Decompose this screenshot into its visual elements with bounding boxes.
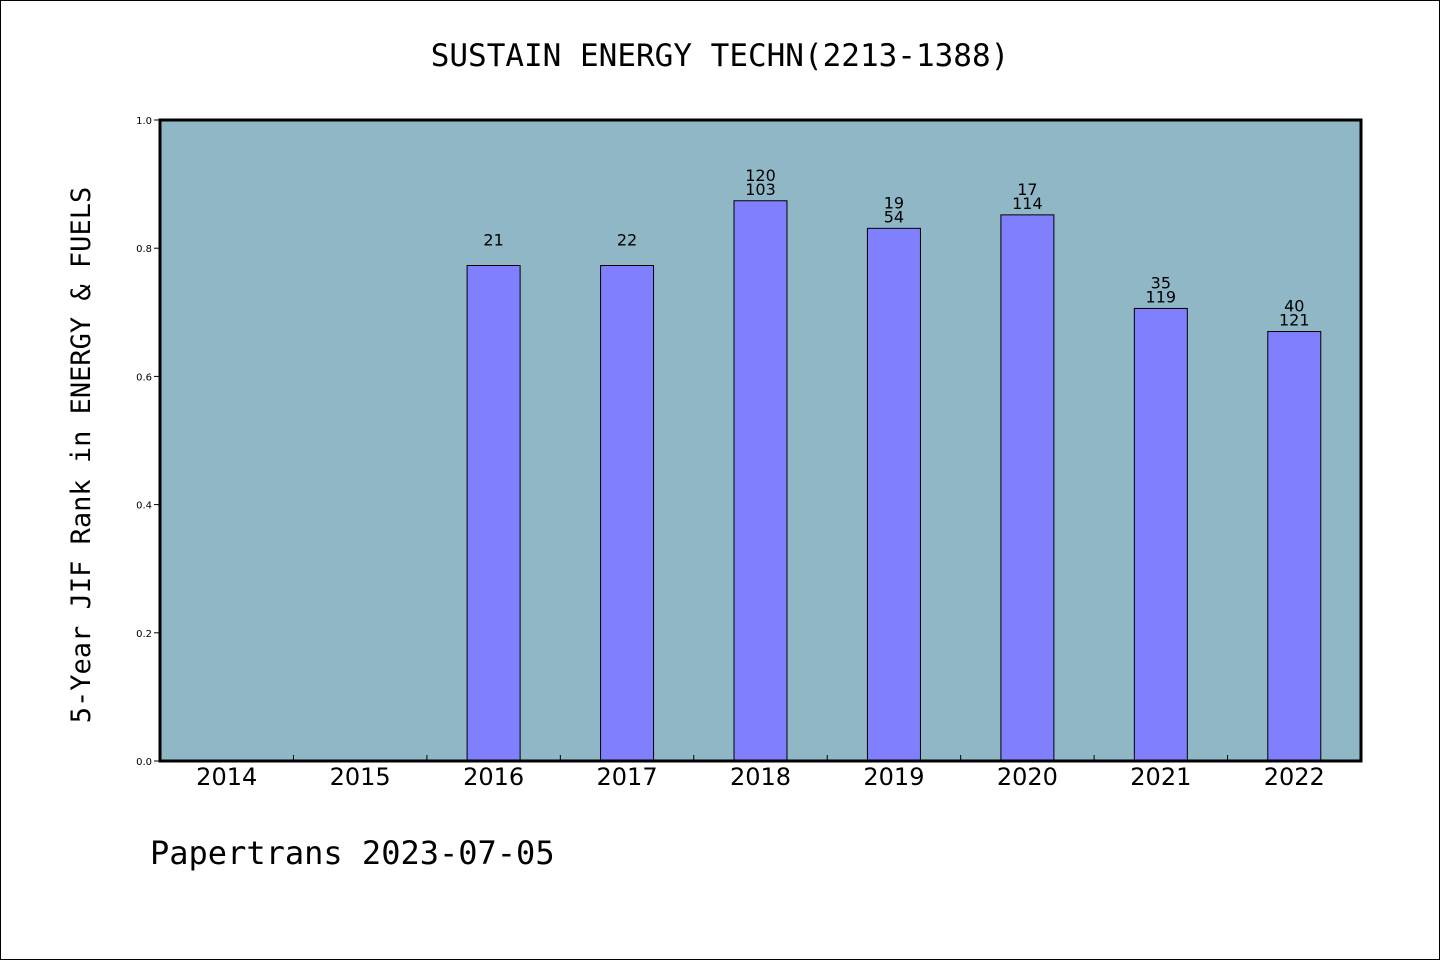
y-tick-label: 1.0 [136,116,152,127]
data-label-bottom: 22 [617,231,637,250]
data-label-bottom: 121 [1279,311,1310,330]
plot-border [158,118,1363,763]
x-tick-label: 2016 [463,763,524,791]
data-label-bottom: 103 [745,180,776,199]
footer-credit: Papertrans 2023-07-05 [150,834,555,872]
x-tick-label: 2021 [1130,763,1191,791]
bar-2020 [1000,214,1055,762]
bar-2022 [1267,331,1322,762]
x-tick-label: 2022 [1264,763,1325,791]
data-label-top: 120 [745,166,776,185]
bar-2019 [866,227,921,762]
data-label-top: 17 [1017,180,1037,199]
data-label-bottom: 54 [884,207,904,226]
y-axis-label: 5-Year JIF Rank in ENERGY & FUELS [66,187,97,723]
data-label-bottom: 21 [483,231,503,250]
data-label-bottom: 119 [1146,287,1177,306]
x-tick-label: 2014 [196,763,257,791]
y-tick-label: 0.6 [136,372,152,383]
bar-2017 [600,265,655,762]
data-label-top: 40 [1284,297,1304,316]
data-label-top: 35 [1151,273,1171,292]
axis-ticks: 0.0 0.2 0.4 0.6 0.8 1.0 2014 2015 2016 2017 2018 20… [136,116,1325,791]
y-tick-label: 0.4 [136,501,152,512]
bar-2016 [466,265,521,762]
chart-title: SUSTAIN ENERGY TECHN(2213-1388) [431,38,1010,74]
x-tick-label: 2015 [330,763,391,791]
data-label-top: 19 [884,193,904,212]
x-tick-label: 2018 [730,763,791,791]
bar-2021 [1133,307,1188,762]
x-tick-label: 2017 [597,763,658,791]
x-tick-label: 2020 [997,763,1058,791]
y-tick-label: 0.0 [136,757,152,768]
y-tick-label: 0.2 [136,629,152,640]
y-tick-label: 0.8 [136,244,152,255]
bar-2018 [733,200,788,762]
data-label-bottom: 114 [1012,194,1043,213]
x-tick-label: 2019 [863,763,924,791]
